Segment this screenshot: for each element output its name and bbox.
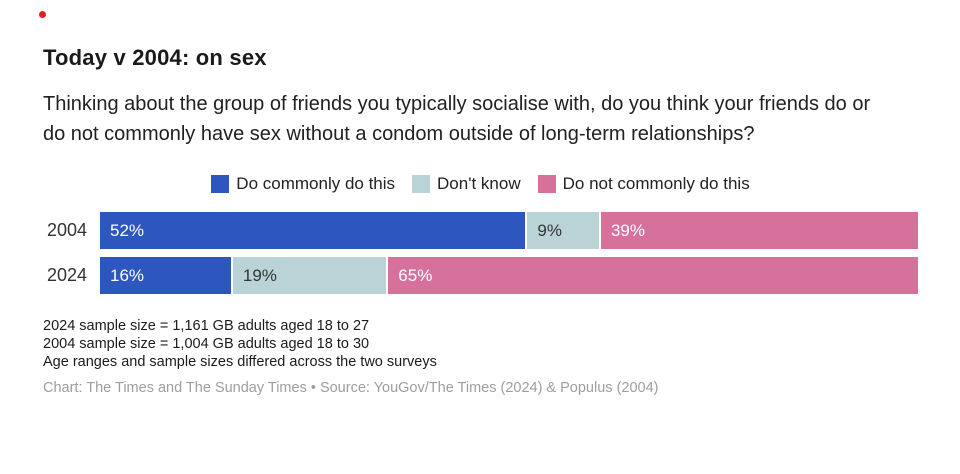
footnote-line-2: Age ranges and sample sizes differed acr… xyxy=(43,354,437,370)
segment-value-label: 65% xyxy=(398,265,433,285)
legend-label: Do not commonly do this xyxy=(562,174,750,193)
chart-title: Today v 2004: on sex xyxy=(43,45,267,70)
footnote-line-1: 2004 sample size = 1,004 GB adults aged … xyxy=(43,336,370,352)
legend-swatch-icon xyxy=(211,175,230,193)
bar-segment: 16% xyxy=(100,257,231,294)
bar-segment: 65% xyxy=(386,257,918,294)
legend-item-2: Do not commonly do this xyxy=(537,174,750,194)
row-label: 2004 xyxy=(46,220,87,240)
row-label: 2024 xyxy=(46,265,87,285)
segment-value-label: 9% xyxy=(537,220,562,240)
bar-2024: 16% 19% 65% xyxy=(100,257,918,294)
segment-value-label: 52% xyxy=(110,220,145,240)
chart-subtitle: Thinking about the group of friends you … xyxy=(43,93,871,145)
footnotes: 2024 sample size = 1,161 GB adults aged … xyxy=(43,317,918,371)
bar-segment: 19% xyxy=(230,257,387,294)
chart-content: Today v 2004: on sex Thinking about the … xyxy=(43,45,918,396)
legend: Do commonly do this Don't know Do not comm… xyxy=(43,174,918,194)
legend-swatch-icon xyxy=(412,175,431,193)
legend-item-1: Don't know xyxy=(412,174,521,194)
segment-value-label: 39% xyxy=(610,220,645,240)
stacked-bar-chart: 2004 52% 9% 39% 2024 16% 19% 65% xyxy=(43,212,918,294)
footnote-line-0: 2024 sample size = 1,161 GB adults aged … xyxy=(43,318,370,334)
legend-item-0: Do commonly do this xyxy=(211,174,395,194)
legend-label: Do commonly do this xyxy=(236,174,396,193)
segment-value-label: 16% xyxy=(110,265,145,285)
bar-segment: 52% xyxy=(100,212,526,249)
segment-value-label: 19% xyxy=(242,265,277,285)
red-dot-indicator xyxy=(39,11,46,18)
bar-segment: 9% xyxy=(525,212,599,249)
bar-row-2004: 2004 52% 9% 39% xyxy=(43,212,918,249)
bar-row-2024: 2024 16% 19% 65% xyxy=(43,257,918,294)
legend-swatch-icon xyxy=(537,175,556,193)
bar-segment: 39% xyxy=(598,212,918,249)
legend-label: Don't know xyxy=(437,174,521,193)
source-caption: Chart: The Times and The Sunday Times • … xyxy=(43,380,659,396)
bar-2004: 52% 9% 39% xyxy=(100,212,918,249)
